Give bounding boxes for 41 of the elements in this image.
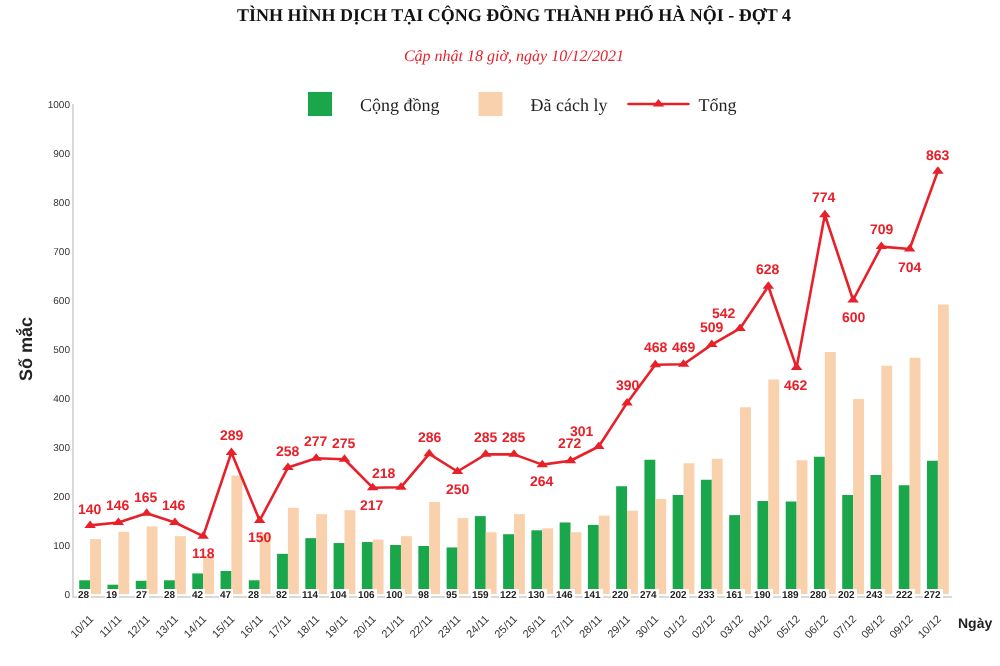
- legend-label: Tổng: [698, 95, 738, 116]
- point: [423, 448, 435, 457]
- bar: [796, 460, 808, 594]
- bar: [316, 514, 328, 594]
- chart-title: TÌNH HÌNH DỊCH TẠI CỘNG ĐỒNG THÀNH PHỐ HÀ NỘI - ĐỢT 4: [236, 2, 793, 25]
- bar: [344, 510, 356, 594]
- bar: [372, 539, 384, 594]
- bar: [627, 510, 638, 594]
- bar: [824, 351, 836, 594]
- legend-label: Cộng đồng: [360, 95, 441, 116]
- point: [621, 397, 633, 406]
- bar: [768, 379, 780, 594]
- bar: [853, 398, 864, 594]
- point: [819, 209, 831, 218]
- bar: [174, 536, 186, 594]
- bar: [118, 531, 130, 594]
- bar: [937, 304, 949, 594]
- bar: [514, 514, 525, 594]
- bar: [711, 458, 723, 594]
- bar: [655, 498, 667, 594]
- point: [593, 441, 605, 450]
- point: [282, 462, 294, 471]
- chart-subtitle: Cập nhật 18 giờ, ngày 10/12/2021: [403, 47, 625, 66]
- bar: [683, 463, 695, 594]
- bar: [542, 528, 554, 594]
- y-axis-title: Số mắc: [14, 316, 37, 382]
- bar: [429, 501, 441, 594]
- legend-label: Đã cách ly: [530, 95, 609, 116]
- bar: [457, 518, 469, 594]
- bar: [881, 365, 893, 594]
- bar: [400, 536, 412, 594]
- point: [706, 339, 718, 348]
- bar: [90, 539, 101, 594]
- bar: [231, 475, 243, 594]
- bar: [740, 407, 751, 594]
- bar: [146, 526, 158, 594]
- bar: [598, 515, 610, 594]
- bar: [909, 357, 921, 594]
- bar: [287, 507, 299, 594]
- bar: [203, 556, 215, 594]
- bar: [485, 532, 497, 594]
